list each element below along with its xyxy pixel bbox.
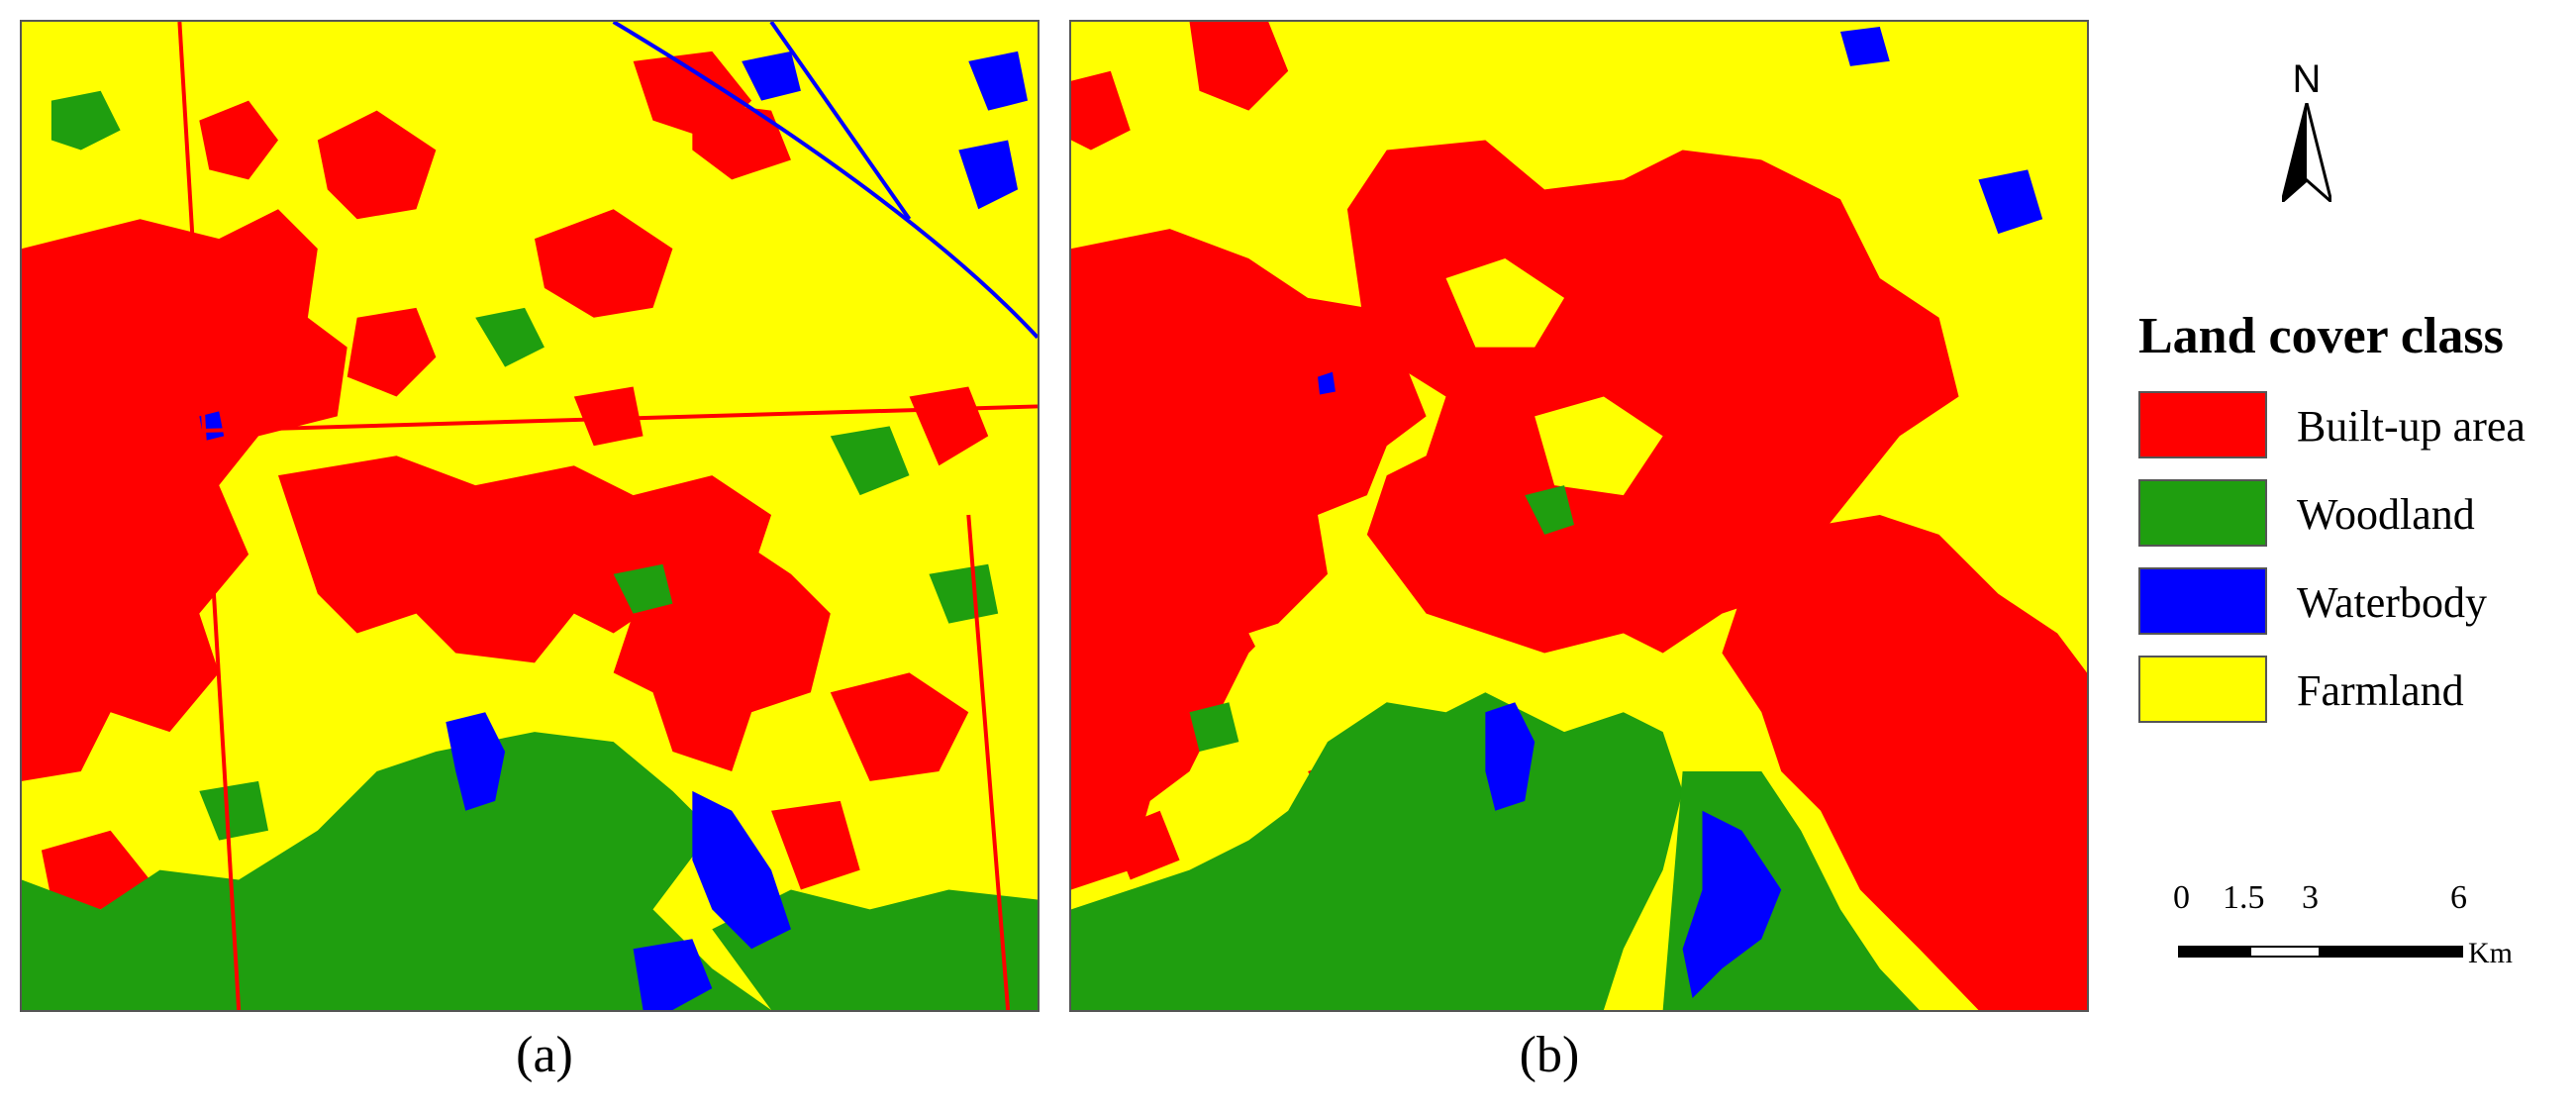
panel-caption-b: (b) bbox=[1519, 1027, 1580, 1083]
map-panel-a bbox=[20, 20, 1040, 1012]
scale-tick-3: 3 bbox=[2302, 879, 2319, 916]
legend-swatch-woodland bbox=[2138, 479, 2267, 547]
legend-title: Land cover class bbox=[2138, 308, 2504, 364]
scale-unit: Km bbox=[2468, 937, 2513, 969]
legend-item-waterbody: Waterbody bbox=[2138, 567, 2574, 635]
scale-tick-6: 6 bbox=[2450, 879, 2467, 916]
panel-caption-a: (a) bbox=[516, 1027, 573, 1083]
scale-tick-0: 0 bbox=[2173, 879, 2190, 916]
legend-label-woodland: Woodland bbox=[2297, 490, 2475, 539]
legend-swatch-waterbody bbox=[2138, 567, 2267, 635]
legend-item-farmland: Farmland bbox=[2138, 656, 2574, 723]
legend-item-woodland: Woodland bbox=[2138, 479, 2574, 547]
scale-segment-3 bbox=[2321, 946, 2463, 958]
north-label: N bbox=[2292, 57, 2322, 101]
scale-tick-1-5: 1.5 bbox=[2223, 879, 2265, 916]
legend-item-built-up: Built-up area bbox=[2138, 391, 2574, 458]
north-arrow-icon bbox=[2282, 103, 2331, 202]
legend-label-waterbody: Waterbody bbox=[2297, 578, 2487, 627]
scale-bar: 0 1.5 3 6 Km bbox=[2173, 879, 2513, 970]
map-panel-b bbox=[1069, 20, 2089, 1012]
land-cover-map-b bbox=[1071, 22, 2087, 1010]
legend-swatch-built-up bbox=[2138, 391, 2267, 458]
north-arrow: N bbox=[2262, 59, 2351, 208]
scale-segment-2 bbox=[2249, 946, 2321, 958]
legend-swatch-farmland bbox=[2138, 656, 2267, 723]
legend-label-built-up: Built-up area bbox=[2297, 402, 2526, 451]
scale-segment-1 bbox=[2178, 946, 2249, 958]
legend-label-farmland: Farmland bbox=[2297, 666, 2464, 715]
land-cover-map-a bbox=[22, 22, 1038, 1010]
